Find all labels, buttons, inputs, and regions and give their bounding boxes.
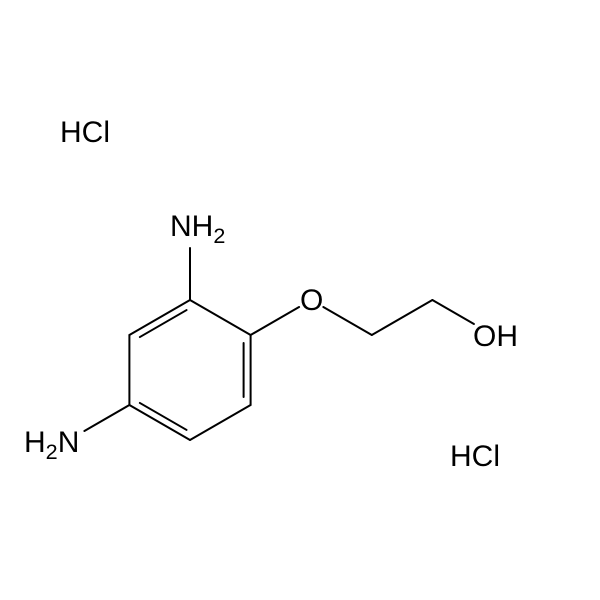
- label-hcl_top: HCl: [60, 118, 110, 148]
- label-o_ether: O: [300, 286, 323, 316]
- molecule-canvas: HCl HCl NH2 H2N O OH: [0, 0, 600, 600]
- label-nh2_top: NH2: [170, 212, 225, 242]
- label-nh2_left: H2N: [24, 428, 79, 458]
- label-hcl_bottom: HCl: [450, 442, 500, 472]
- label-oh: OH: [473, 322, 518, 352]
